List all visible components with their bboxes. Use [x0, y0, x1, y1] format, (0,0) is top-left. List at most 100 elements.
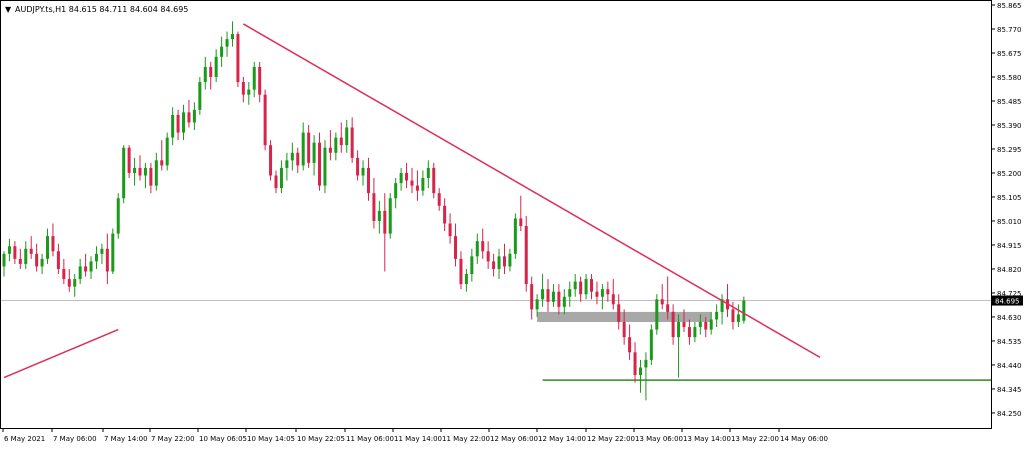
candle	[198, 76, 202, 115]
candle	[214, 49, 218, 83]
y-tick-label: 85.675	[997, 50, 1022, 58]
menu-arrow-icon[interactable]: ▼	[5, 5, 12, 14]
candle	[192, 102, 196, 131]
candle	[307, 124, 311, 168]
candle	[18, 248, 22, 269]
candle	[252, 61, 256, 98]
x-tick-label: 7 May 14:00	[104, 435, 148, 443]
candle	[682, 309, 686, 333]
candle-body	[143, 167, 147, 176]
candle-body	[715, 311, 719, 320]
candle	[459, 251, 463, 290]
candle-body	[709, 319, 713, 330]
candle	[247, 82, 251, 105]
candle-body	[426, 167, 430, 179]
candle-body	[274, 175, 278, 189]
candle-body	[133, 167, 137, 173]
ascending-trendline[interactable]	[3, 328, 119, 379]
candle	[720, 294, 724, 325]
candle-body	[399, 172, 403, 184]
candle	[715, 304, 719, 328]
candle	[40, 253, 44, 275]
candle-body	[655, 299, 659, 330]
candle	[535, 294, 539, 317]
x-tick-label: 6 May 2021	[4, 435, 45, 443]
candle	[644, 352, 648, 401]
x-tick-label: 13 May 14:00	[683, 435, 731, 443]
candle-body	[339, 137, 343, 146]
candle	[736, 304, 740, 328]
candle-body	[111, 233, 115, 272]
candle-body	[573, 281, 577, 290]
candle	[203, 56, 207, 90]
candle	[7, 238, 11, 262]
candle-body	[138, 167, 142, 176]
x-tick-label: 13 May 22:00	[731, 435, 779, 443]
candle-body	[263, 94, 267, 146]
candle	[165, 132, 169, 171]
candle-body	[366, 167, 370, 194]
candle-body	[454, 236, 458, 259]
y-tick-label: 84.345	[997, 386, 1022, 394]
candle	[524, 215, 528, 292]
plot-frame	[0, 0, 992, 429]
current-price-marker	[992, 295, 1023, 306]
descending-trendline[interactable]	[242, 23, 821, 359]
candle-body	[633, 352, 637, 376]
candle	[704, 316, 708, 338]
candle	[628, 324, 632, 360]
x-tick-label: 12 May 22:00	[587, 435, 635, 443]
candle	[149, 162, 153, 194]
candle-body	[524, 226, 528, 285]
candle	[377, 200, 381, 234]
y-tick-label: 85.580	[997, 74, 1022, 82]
candle-body	[437, 193, 441, 206]
y-tick-label: 84.250	[997, 410, 1022, 418]
candle	[492, 253, 496, 277]
x-tick-label: 11 May 06:00	[346, 435, 394, 443]
candle-body	[312, 142, 316, 163]
y-tick-label: 85.390	[997, 122, 1022, 130]
candle-body	[731, 309, 735, 323]
candle-body	[258, 66, 262, 95]
candle	[111, 228, 115, 275]
y-tick-label: 85.105	[997, 194, 1022, 202]
candle	[606, 281, 610, 302]
y-tick-label: 85.865	[997, 2, 1022, 10]
candle	[35, 243, 39, 272]
candle	[241, 76, 245, 103]
candle-body	[307, 132, 311, 163]
candle	[67, 268, 71, 292]
candle-body	[492, 261, 496, 269]
candle-body	[46, 236, 50, 259]
candle-body	[171, 114, 175, 138]
candle-body	[290, 152, 294, 161]
candle	[279, 160, 283, 194]
candle-body	[269, 145, 273, 176]
candle-body	[334, 137, 338, 153]
candle-body	[89, 261, 93, 272]
candle-body	[323, 147, 327, 186]
candle-body	[513, 218, 517, 254]
x-tick-label: 7 May 06:00	[53, 435, 97, 443]
candle	[318, 132, 322, 191]
candle	[557, 284, 561, 315]
candle	[24, 241, 28, 269]
candle	[301, 122, 305, 171]
candle	[600, 284, 604, 310]
candle	[562, 289, 566, 315]
candle	[361, 160, 365, 186]
candle-body	[51, 236, 55, 252]
candle	[350, 117, 354, 163]
candle-body	[328, 147, 332, 153]
candle	[677, 314, 681, 378]
x-tick-label: 12 May 06:00	[490, 435, 538, 443]
candle-body	[192, 109, 196, 123]
candle	[638, 359, 642, 393]
candle-body	[372, 193, 376, 221]
x-tick-label: 11 May 14:00	[394, 435, 442, 443]
candle-body	[644, 359, 648, 368]
candle-body	[660, 299, 664, 305]
